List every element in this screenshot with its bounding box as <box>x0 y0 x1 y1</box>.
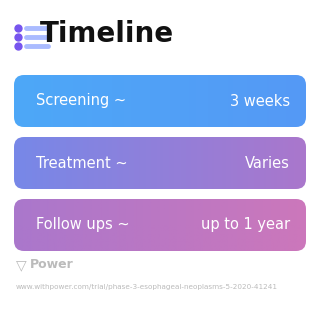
Text: ▽: ▽ <box>16 258 27 272</box>
Text: 3 weeks: 3 weeks <box>230 94 290 109</box>
Text: Timeline: Timeline <box>40 20 174 48</box>
Text: Treatment ~: Treatment ~ <box>36 156 128 170</box>
Text: Power: Power <box>30 259 74 271</box>
Text: www.withpower.com/trial/phase-3-esophageal-neoplasms-5-2020-41241: www.withpower.com/trial/phase-3-esophage… <box>16 284 278 290</box>
Text: up to 1 year: up to 1 year <box>201 217 290 232</box>
Text: Varies: Varies <box>245 156 290 170</box>
Text: Follow ups ~: Follow ups ~ <box>36 217 130 232</box>
Text: Screening ~: Screening ~ <box>36 94 126 109</box>
